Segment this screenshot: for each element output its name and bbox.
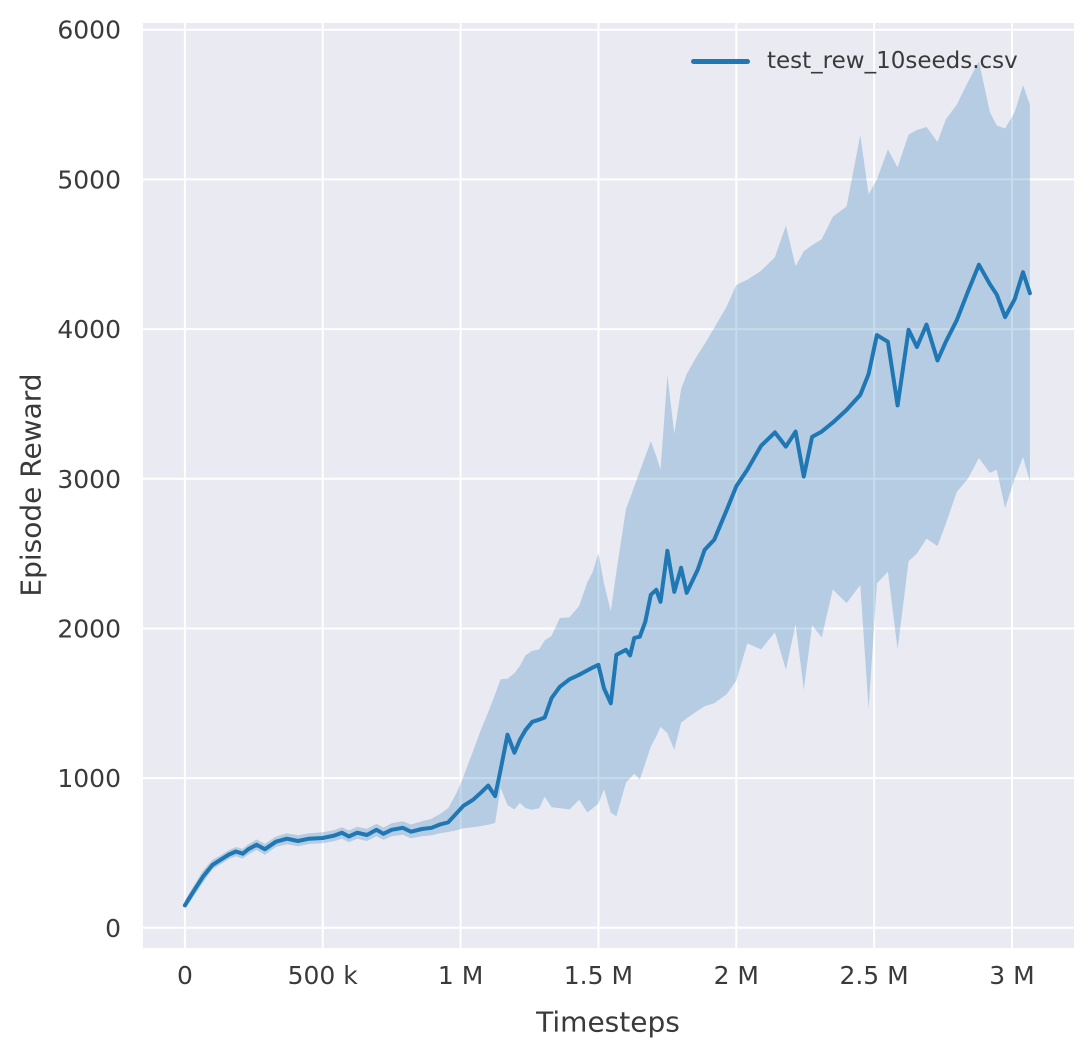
x-tick-label: 2 M	[714, 961, 759, 990]
x-tick-label: 1.5 M	[564, 961, 633, 990]
y-tick-label: 2000	[57, 614, 121, 643]
plot-area	[143, 23, 1074, 948]
y-tick-label: 0	[105, 914, 121, 943]
x-tick-label: 500 k	[288, 961, 359, 990]
mean-line	[182, 262, 1032, 908]
y-tick-label: 4000	[57, 315, 121, 344]
legend-label: test_rew_10seeds.csv	[767, 48, 1018, 74]
x-tick-label: 3 M	[989, 961, 1034, 990]
y-tick-label: 1000	[57, 764, 121, 793]
y-axis-label: Episode Reward	[14, 373, 48, 597]
legend: test_rew_10seeds.csv	[691, 46, 1018, 76]
y-tick-label: 5000	[57, 165, 121, 194]
legend-line-sample	[691, 58, 750, 64]
x-tick-label: 1 M	[438, 961, 483, 990]
confidence-band	[184, 61, 1030, 910]
x-tick-label: 2.5 M	[839, 961, 908, 990]
x-axis-label: Timesteps	[536, 1005, 680, 1039]
y-tick-label: 3000	[57, 465, 121, 494]
y-tick-label: 6000	[57, 16, 121, 45]
x-tick-label: 0	[177, 961, 193, 990]
